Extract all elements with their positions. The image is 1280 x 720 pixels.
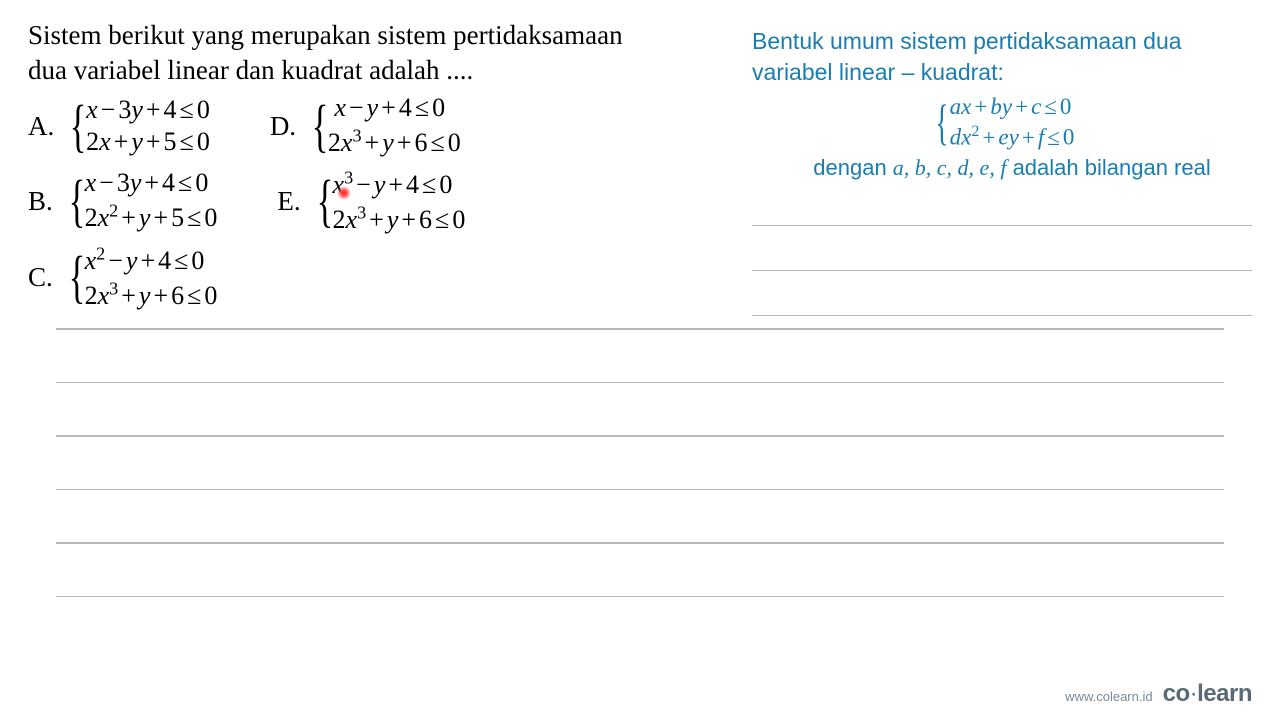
question-text: Sistem berikut yang merupakan sistem per… [28,18,728,88]
option-d-eq2: 2x3+y+6≤0 [328,125,461,160]
option-e-eq1: x3−y+4≤0 [333,166,466,201]
option-a-eq2: 2x+y+5≤0 [86,126,210,159]
hint-note: dengan a, b, c, d, e, f adalah bilangan … [772,155,1252,181]
footer-url: www.colearn.id [1065,689,1152,704]
ruled-line [752,225,1252,226]
option-a-eq1: x−3y+4≤0 [86,94,210,127]
option-d: D. { x−y+4≤0 2x3+y+6≤0 [270,92,461,160]
page-content: Sistem berikut yang merupakan sistem per… [0,0,1280,597]
option-c-letter: C. [28,262,53,293]
logo-dot: · [1190,680,1198,707]
option-c-eq2: 2x3+y+6≤0 [85,277,218,312]
ruled-line [56,382,1224,384]
hint-system: { ax+by+c≤0 dx2+ey+f≤0 [752,92,1252,152]
full-ruled-lines [28,318,1252,597]
ruled-line [56,489,1224,491]
question-line1: Sistem berikut yang merupakan sistem per… [28,20,623,50]
option-a: A. { x−3y+4≤0 2x+y+5≤0 [28,92,210,160]
option-b: B. { x−3y+4≤0 2x2+y+5≤0 [28,166,217,236]
option-c: C. { x2−y+4≤0 2x3+y+6≤0 [28,242,728,312]
option-b-eq1: x−3y+4≤0 [85,167,218,200]
hint-sys-eq1: ax+by+c≤0 [950,92,1075,122]
option-c-eq1: x2−y+4≤0 [85,242,218,277]
ruled-line [56,435,1224,437]
hint-sys-eq2: dx2+ey+f≤0 [950,122,1075,153]
footer-logo: co·learn [1163,680,1252,708]
option-d-eq1: x−y+4≤0 [328,92,461,125]
ruled-line [56,542,1224,544]
brace-icon: { [312,103,329,149]
hint-title-l1: Bentuk umum sistem pertidaksamaan dua [752,28,1182,54]
hint-note-post: adalah bilangan real [1006,155,1210,180]
ruled-line [752,315,1252,316]
brace-icon: { [68,254,85,300]
logo-part1: co [1163,680,1190,707]
options-row-1: A. { x−3y+4≤0 2x+y+5≤0 D. { x−y+4≤0 2x3+… [28,92,728,166]
logo-part2: learn [1197,680,1252,707]
hint-note-pre: dengan [813,155,893,180]
ruled-line [56,596,1224,598]
hint-title: Bentuk umum sistem pertidaksamaan dua va… [752,26,1252,88]
brace-icon: { [70,103,87,149]
hint-note-vars: a, b, c, d, e, f [893,155,1007,180]
brace-icon: { [68,178,85,224]
ruled-line [752,270,1252,271]
option-e-eq2: 2x3+y+6≤0 [333,201,466,236]
option-d-letter: D. [270,111,296,142]
question-column: Sistem berikut yang merupakan sistem per… [28,18,728,318]
option-b-eq2: 2x2+y+5≤0 [85,200,218,235]
brace-icon: { [316,178,333,224]
question-line2: dua variabel linear dan kuadrat adalah .… [28,55,473,85]
pointer-dot-icon [337,186,351,200]
option-b-letter: B. [28,186,53,217]
option-a-letter: A. [28,111,54,142]
hint-title-l2: variabel linear – kuadrat: [752,59,1004,85]
options-row-2: B. { x−3y+4≤0 2x2+y+5≤0 E. { x3−y+4≤0 2x… [28,166,728,242]
option-e-letter: E. [277,186,300,217]
brace-icon: { [935,93,948,151]
hint-column: Bentuk umum sistem pertidaksamaan dua va… [752,18,1252,316]
ruled-line [56,328,1224,330]
footer: www.colearn.id co·learn [1065,680,1252,708]
right-ruled-lines [752,225,1252,316]
option-e: E. { x3−y+4≤0 2x3+y+6≤0 [277,166,465,236]
